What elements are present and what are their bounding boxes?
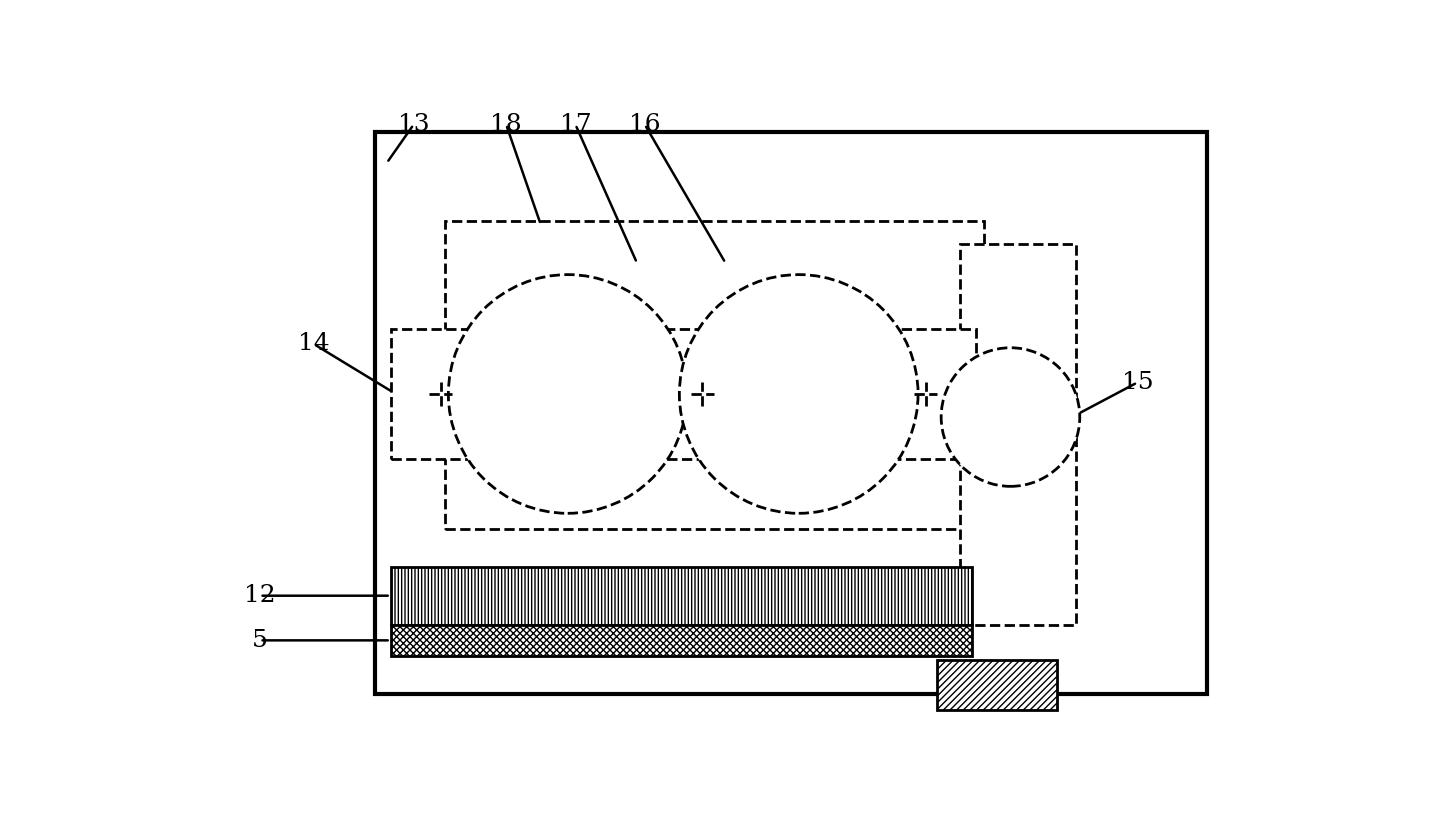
Circle shape (941, 348, 1079, 486)
Bar (375, 132, 1207, 695)
Bar (937, 659, 1056, 709)
Bar (391, 568, 972, 625)
Text: 5: 5 (252, 629, 268, 652)
Text: 14: 14 (298, 333, 330, 355)
Text: 16: 16 (629, 113, 661, 136)
Text: 13: 13 (398, 113, 430, 136)
Text: 17: 17 (560, 113, 592, 136)
Bar (960, 244, 1076, 625)
Text: 15: 15 (1122, 371, 1154, 394)
Circle shape (679, 274, 919, 514)
Bar (391, 328, 490, 459)
Bar (444, 220, 983, 529)
Circle shape (449, 274, 686, 514)
Text: 18: 18 (490, 113, 522, 136)
Bar (876, 328, 976, 459)
Text: 12: 12 (244, 584, 275, 607)
Bar (652, 328, 752, 459)
Bar (391, 625, 972, 656)
